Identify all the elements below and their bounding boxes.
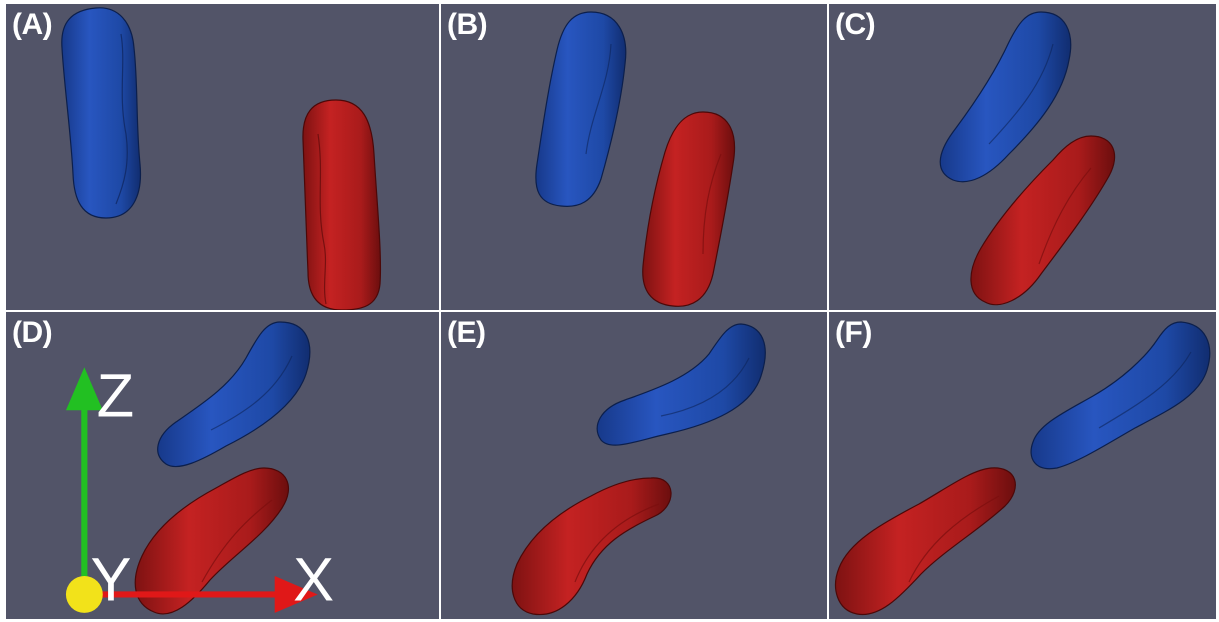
z-axis-label: Z [97, 361, 135, 430]
panel-e-render [511, 323, 766, 616]
figure-grid: (A) (B) (C) (D) [6, 4, 1216, 619]
panel-label: (D) [12, 316, 53, 349]
red-body [134, 467, 290, 615]
blue-body [535, 11, 627, 207]
panel-label: (F) [835, 316, 872, 349]
panel-d-render [134, 321, 311, 615]
blue-body [596, 323, 766, 446]
panel-d: (D) Z Y X [6, 312, 439, 619]
panel-label: (E) [447, 316, 486, 349]
panel-b: (B) [441, 4, 827, 310]
y-axis-label: Y [90, 546, 131, 615]
panel-label: (C) [835, 8, 876, 41]
blue-body [1030, 321, 1211, 470]
x-axis-label: X [293, 546, 334, 615]
red-body [302, 99, 382, 310]
panel-c-render [939, 11, 1116, 306]
red-body [835, 467, 1016, 616]
panel-label: (A) [12, 8, 53, 41]
panel-label: (B) [447, 8, 488, 41]
panel-f-render [835, 321, 1211, 616]
red-body [511, 477, 672, 616]
y-axis-dot [65, 576, 103, 613]
blue-body [61, 7, 142, 219]
panel-f: (F) [829, 312, 1216, 619]
panel-c: (C) [829, 4, 1216, 310]
panel-b-render [535, 11, 735, 307]
z-axis-arrow [65, 367, 103, 411]
panel-a-render [61, 7, 382, 310]
panel-a: (A) [6, 4, 439, 310]
blue-body [939, 11, 1072, 183]
x-axis-arrow [274, 576, 318, 613]
blue-body [157, 321, 311, 468]
red-body [970, 135, 1116, 306]
axes-triad: Z Y X [65, 361, 334, 615]
panel-e: (E) [441, 312, 827, 619]
red-body [642, 111, 735, 307]
